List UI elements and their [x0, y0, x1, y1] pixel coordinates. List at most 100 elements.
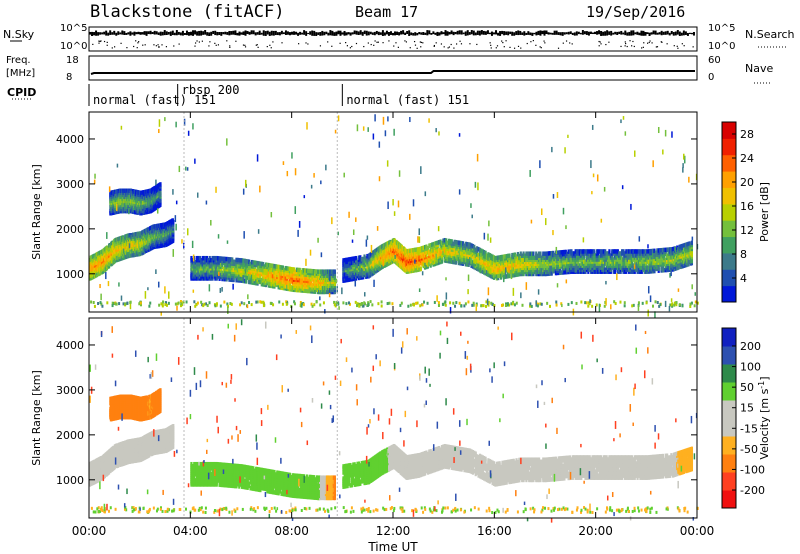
noise-search-mark — [501, 40, 503, 42]
noise-search-mark — [450, 43, 452, 46]
noise-right-label: N.Search — [745, 28, 795, 41]
noise-search-mark — [235, 40, 237, 42]
noise-search-mark — [226, 40, 228, 42]
backscatter-cell — [190, 262, 193, 267]
noise-search-mark — [270, 47, 272, 49]
backscatter-cell — [205, 272, 209, 277]
noise-search-mark — [272, 41, 274, 43]
noise-search-mark — [490, 44, 492, 46]
noise-search-mark — [157, 44, 159, 46]
noise-search-mark — [345, 42, 347, 44]
noise-search-mark — [382, 42, 384, 44]
noise-search-mark — [370, 43, 372, 46]
noise-search-mark — [266, 45, 268, 48]
noise-search-mark — [106, 44, 108, 46]
noise-search-mark — [655, 46, 657, 48]
noise-search-mark — [351, 45, 353, 48]
noise-search-mark — [535, 44, 537, 46]
freq-left-units: [MHz] — [6, 68, 35, 79]
backscatter-cell — [214, 260, 217, 265]
noise-search-mark — [435, 42, 437, 44]
noise-search-mark — [632, 40, 634, 43]
noise-search-mark — [648, 41, 650, 44]
noise-search-mark — [178, 43, 180, 45]
noise-search-mark — [111, 47, 113, 49]
noise-search-mark — [256, 44, 258, 46]
backscatter-cell — [229, 267, 232, 272]
backscatter-cell — [248, 273, 251, 279]
noise-search-mark — [416, 47, 418, 49]
noise-search-mark — [503, 46, 505, 48]
noise-right-tick-bottom: 10^0 — [708, 41, 735, 52]
noise-search-mark — [624, 45, 626, 47]
noise-search-mark — [103, 40, 106, 43]
backscatter-cell — [243, 278, 247, 284]
noise-search-mark — [440, 43, 443, 45]
noise-search-mark — [135, 40, 137, 42]
noise-search-mark — [649, 40, 651, 42]
noise-search-mark — [681, 43, 683, 45]
backscatter-cell — [195, 255, 199, 261]
noise-search-mark — [677, 47, 679, 49]
noise-search-mark — [422, 42, 424, 44]
noise-search-mark — [676, 45, 678, 47]
backscatter-cell — [210, 257, 213, 263]
station-title: Blackstone (fitACF) — [90, 2, 284, 22]
backscatter-cell — [250, 274, 254, 279]
backscatter-cell — [214, 255, 217, 261]
backscatter-cell — [248, 265, 251, 271]
noise-search-mark — [419, 41, 421, 43]
noise-search-mark — [395, 42, 397, 44]
backscatter-cell — [208, 264, 211, 269]
noise-search-mark — [502, 41, 504, 44]
noise-search-mark — [331, 45, 333, 47]
noise-search-mark — [540, 47, 542, 49]
noise-search-mark — [557, 47, 560, 49]
backscatter-cell — [245, 275, 248, 280]
noise-search-mark — [631, 45, 633, 47]
power-heatmap-cells — [89, 112, 699, 318]
backscatter-cell — [419, 266, 422, 272]
backscatter-cell — [208, 255, 211, 261]
noise-search-mark — [305, 42, 307, 44]
noise-search-mark — [673, 45, 675, 47]
noise-search-mark — [201, 40, 203, 42]
noise-search-mark — [489, 42, 491, 44]
noise-search-mark — [413, 40, 416, 43]
noise-search-mark — [196, 40, 198, 42]
backscatter-cell — [241, 258, 244, 263]
noise-marks — [89, 30, 695, 49]
noise-search-mark — [600, 43, 602, 45]
noise-search-mark — [420, 41, 422, 44]
noise-search-mark — [505, 40, 507, 42]
noise-search-mark — [161, 44, 163, 46]
noise-search-mark — [98, 40, 100, 42]
noise-search-mark — [571, 43, 573, 45]
backscatter-cell — [222, 256, 225, 262]
backscatter-cell — [248, 279, 251, 285]
backscatter-cell — [231, 277, 234, 283]
noise-search-mark — [683, 45, 685, 47]
noise-search-mark — [244, 46, 247, 48]
backscatter-cell — [222, 266, 225, 272]
noise-search-mark — [526, 42, 528, 45]
noise-search-mark — [217, 44, 220, 46]
backscatter-cell — [249, 279, 252, 285]
noise-search-mark — [153, 44, 155, 46]
noise-search-mark — [346, 45, 348, 47]
backscatter-cell — [246, 259, 249, 264]
noise-search-mark — [543, 40, 545, 42]
backscatter-cell — [159, 190, 162, 195]
noise-right-tick-top: 10^5 — [708, 23, 735, 34]
noise-search-mark — [565, 40, 568, 42]
backscatter-cell — [159, 182, 162, 187]
noise-search-mark — [404, 40, 406, 42]
backscatter-cell — [204, 274, 207, 279]
noise-search-mark — [620, 45, 622, 48]
freq-left-tick-top: 18 — [66, 55, 79, 66]
noise-search-mark — [625, 42, 627, 45]
noise-search-mark — [420, 46, 422, 48]
